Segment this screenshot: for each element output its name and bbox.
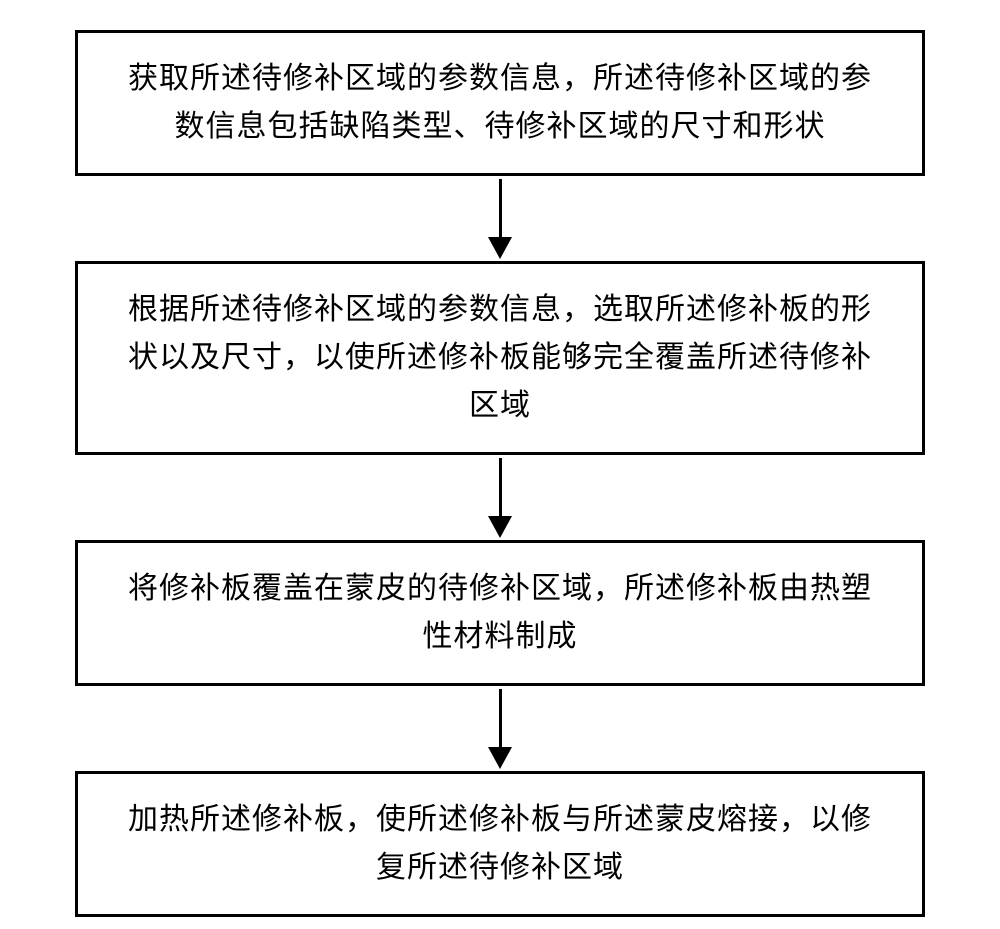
arrow-line-icon xyxy=(499,458,502,516)
arrow-3 xyxy=(488,686,512,771)
flowchart-step-2: 根据所述待修补区域的参数信息，选取所述修补板的形状以及尺寸，以使所述修补板能够完… xyxy=(75,261,925,455)
arrow-2 xyxy=(488,455,512,540)
flowchart-step-4: 加热所述修补板，使所述修补板与所述蒙皮熔接，以修复所述待修补区域 xyxy=(75,771,925,917)
arrow-1 xyxy=(488,176,512,261)
arrow-head-icon xyxy=(488,516,512,538)
step-1-text: 获取所述待修补区域的参数信息，所述待修补区域的参数信息包括缺陷类型、待修补区域的… xyxy=(113,55,887,151)
flowchart-step-1: 获取所述待修补区域的参数信息，所述待修补区域的参数信息包括缺陷类型、待修补区域的… xyxy=(75,30,925,176)
step-3-text: 将修补板覆盖在蒙皮的待修补区域，所述修补板由热塑性材料制成 xyxy=(113,565,887,661)
step-4-text: 加热所述修补板，使所述修补板与所述蒙皮熔接，以修复所述待修补区域 xyxy=(113,796,887,892)
arrow-line-icon xyxy=(499,689,502,747)
step-2-text: 根据所述待修补区域的参数信息，选取所述修补板的形状以及尺寸，以使所述修补板能够完… xyxy=(113,286,887,430)
flowchart-container: 获取所述待修补区域的参数信息，所述待修补区域的参数信息包括缺陷类型、待修补区域的… xyxy=(0,30,1000,917)
arrow-line-icon xyxy=(499,179,502,237)
flowchart-step-3: 将修补板覆盖在蒙皮的待修补区域，所述修补板由热塑性材料制成 xyxy=(75,540,925,686)
arrow-head-icon xyxy=(488,747,512,769)
arrow-head-icon xyxy=(488,237,512,259)
